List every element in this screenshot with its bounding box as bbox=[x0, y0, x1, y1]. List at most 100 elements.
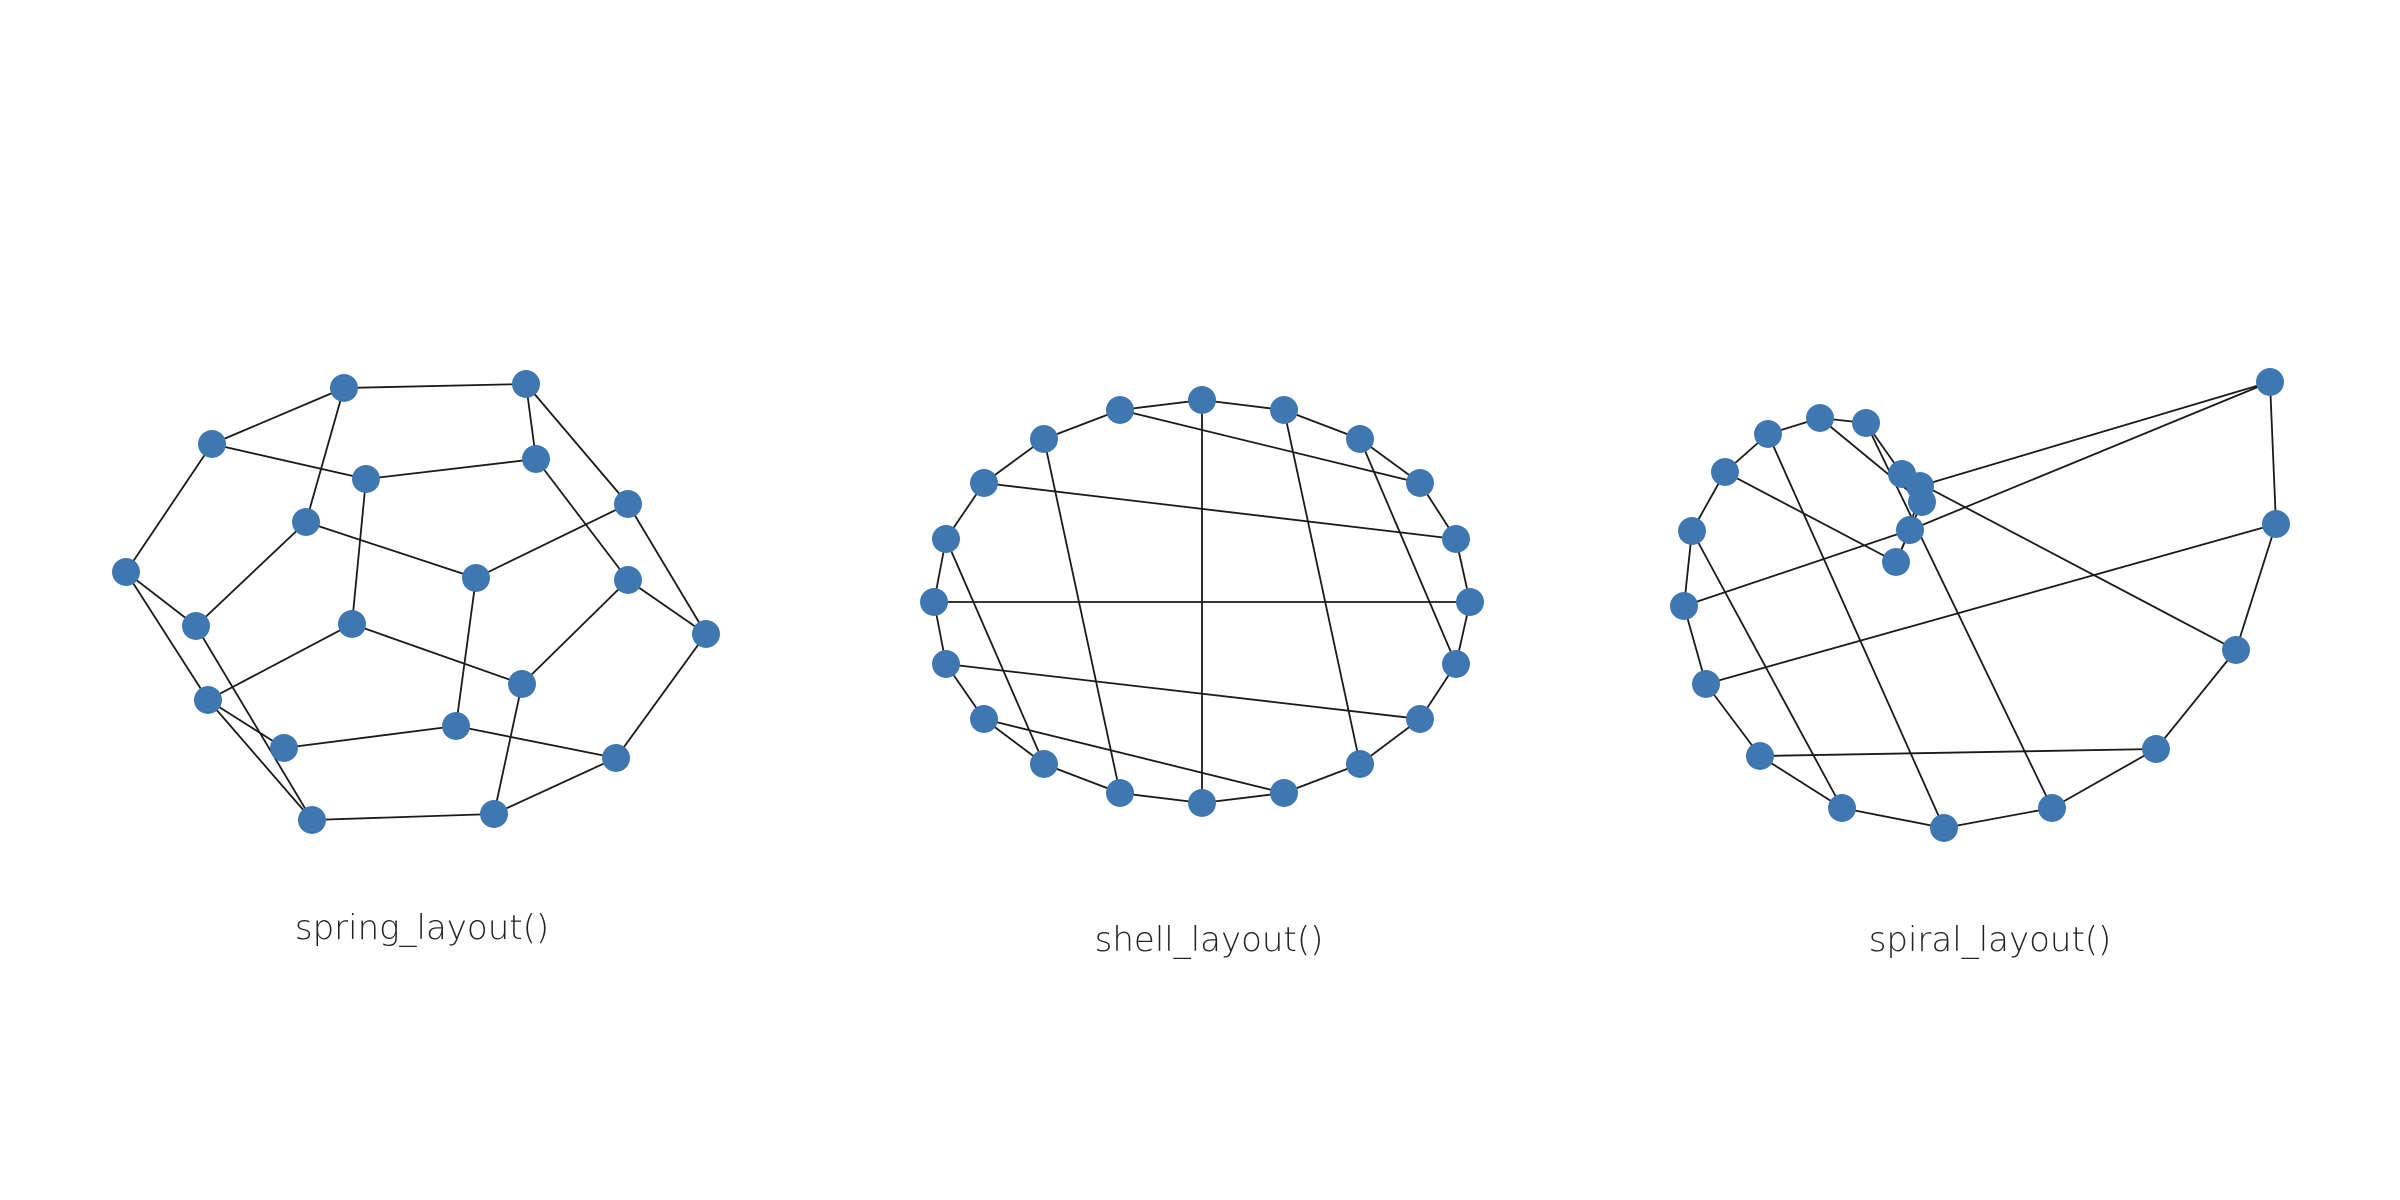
shell-graph-node bbox=[1270, 396, 1298, 424]
panel-caption-spiral: spiral_layout() bbox=[1868, 920, 2112, 960]
spring-graph-edge bbox=[455, 577, 477, 727]
spring-graph-edge bbox=[125, 571, 209, 701]
spring-graph-edge bbox=[195, 625, 313, 821]
spring-graph-edge bbox=[305, 521, 477, 579]
spiral-graph-edge bbox=[1705, 683, 1761, 757]
graph-panel-3 bbox=[1670, 368, 2290, 842]
spiral-graph-edge bbox=[2155, 649, 2237, 750]
shell-graph-edge bbox=[945, 663, 1421, 720]
shell-graph-node bbox=[932, 650, 960, 678]
spring-graph-node bbox=[270, 734, 298, 762]
spring-graph-node bbox=[352, 465, 380, 493]
spiral-graph-edge bbox=[1759, 755, 1843, 809]
panel-caption-shell: shell_layout() bbox=[1094, 920, 1324, 960]
spring-graph-edge bbox=[525, 383, 629, 505]
shell-graph-node bbox=[1442, 650, 1470, 678]
spring-graph-node bbox=[692, 620, 720, 648]
spring-graph-node bbox=[462, 564, 490, 592]
spiral-graph-node bbox=[2222, 636, 2250, 664]
spring-graph-node bbox=[614, 566, 642, 594]
spring-graph-edge bbox=[125, 443, 213, 573]
spiral-graph-edge bbox=[1819, 417, 1923, 503]
spring-graph-edge bbox=[455, 725, 617, 759]
spiral-graph-node bbox=[1882, 548, 1910, 576]
shell-graph-edge bbox=[945, 538, 1045, 765]
spring-graph-edge bbox=[535, 458, 629, 581]
spiral-graph-node bbox=[1852, 409, 1880, 437]
spring-graph-node bbox=[198, 430, 226, 458]
shell-graph-node bbox=[970, 705, 998, 733]
spiral-graph-edge bbox=[1705, 523, 2277, 685]
spiral-graph-node bbox=[1754, 420, 1782, 448]
spring-graph-node bbox=[602, 744, 630, 772]
spring-graph-edge bbox=[305, 387, 345, 523]
spring-graph-edge bbox=[125, 571, 197, 627]
spring-graph-edge bbox=[211, 387, 345, 445]
spring-graph-node bbox=[194, 686, 222, 714]
spring-graph-edge bbox=[195, 521, 307, 627]
shell-graph-node bbox=[970, 469, 998, 497]
shell-graph-node bbox=[1346, 425, 1374, 453]
graph-panel-1 bbox=[112, 370, 720, 834]
shell-graph-node bbox=[1406, 469, 1434, 497]
spring-graph-edge bbox=[207, 699, 313, 821]
spiral-graph-edge bbox=[2269, 381, 2277, 525]
spiral-graph-edge bbox=[2235, 523, 2277, 651]
spiral-graph-edge bbox=[1759, 748, 2157, 757]
spiral-graph-edge bbox=[1683, 529, 1911, 607]
spring-graph-edge bbox=[351, 478, 367, 625]
spring-graph-edge bbox=[283, 725, 457, 749]
spiral-graph-edge bbox=[1943, 807, 2053, 829]
shell-graph-edge bbox=[1283, 409, 1361, 765]
spring-graph-node bbox=[292, 508, 320, 536]
shell-graph-node bbox=[932, 525, 960, 553]
spring-graph-edge bbox=[627, 579, 707, 635]
spiral-graph-node bbox=[1828, 794, 1856, 822]
shell-graph-edge bbox=[1359, 438, 1457, 665]
spring-graph-edge bbox=[627, 503, 707, 635]
spiral-graph-node bbox=[1746, 742, 1774, 770]
shell-graph-node bbox=[1442, 525, 1470, 553]
spring-graph-node bbox=[522, 445, 550, 473]
spiral-graph-edge bbox=[1919, 381, 2271, 487]
shell-graph-edge bbox=[1119, 409, 1421, 484]
spring-graph-edge bbox=[311, 813, 495, 821]
spring-graph-edge bbox=[521, 579, 629, 685]
spiral-graph-node bbox=[2256, 368, 2284, 396]
shell-graph-edge bbox=[983, 482, 1457, 540]
shell-graph-edge bbox=[983, 718, 1285, 794]
spiral-graph-edge bbox=[1909, 381, 2271, 531]
shell-graph-node bbox=[1106, 779, 1134, 807]
spiral-graph-node bbox=[1670, 592, 1698, 620]
shell-graph-node bbox=[1406, 705, 1434, 733]
spring-graph-node bbox=[330, 374, 358, 402]
shell-graph-node bbox=[1106, 396, 1134, 424]
spring-graph-edge bbox=[207, 623, 353, 701]
spring-graph-node bbox=[112, 558, 140, 586]
spring-graph-node bbox=[182, 612, 210, 640]
spring-graph-node bbox=[442, 712, 470, 740]
spring-graph-edge bbox=[211, 443, 367, 480]
spiral-graph-edge bbox=[1841, 807, 1945, 829]
spiral-graph-node bbox=[2038, 794, 2066, 822]
spring-graph-edge bbox=[493, 683, 523, 815]
spiral-graph-node bbox=[1888, 460, 1916, 488]
spiral-graph-node bbox=[1806, 404, 1834, 432]
shell-graph-node bbox=[920, 588, 948, 616]
spiral-graph-node bbox=[1896, 516, 1924, 544]
spring-graph-edge bbox=[351, 623, 523, 685]
spring-graph-node bbox=[480, 800, 508, 828]
spring-graph-edge bbox=[365, 458, 537, 480]
spring-graph-node bbox=[338, 610, 366, 638]
spiral-graph-node bbox=[1711, 458, 1739, 486]
spiral-graph-edge bbox=[1691, 530, 1843, 809]
shell-graph-edge bbox=[1043, 438, 1121, 794]
shell-graph-node bbox=[1270, 779, 1298, 807]
panel-caption-spring: spring_layout() bbox=[294, 908, 550, 948]
shell-graph-node bbox=[1030, 425, 1058, 453]
spiral-graph-edge bbox=[1901, 473, 2237, 651]
spiral-graph-node bbox=[1930, 814, 1958, 842]
spring-graph-node bbox=[298, 806, 326, 834]
shell-graph-node bbox=[1346, 750, 1374, 778]
